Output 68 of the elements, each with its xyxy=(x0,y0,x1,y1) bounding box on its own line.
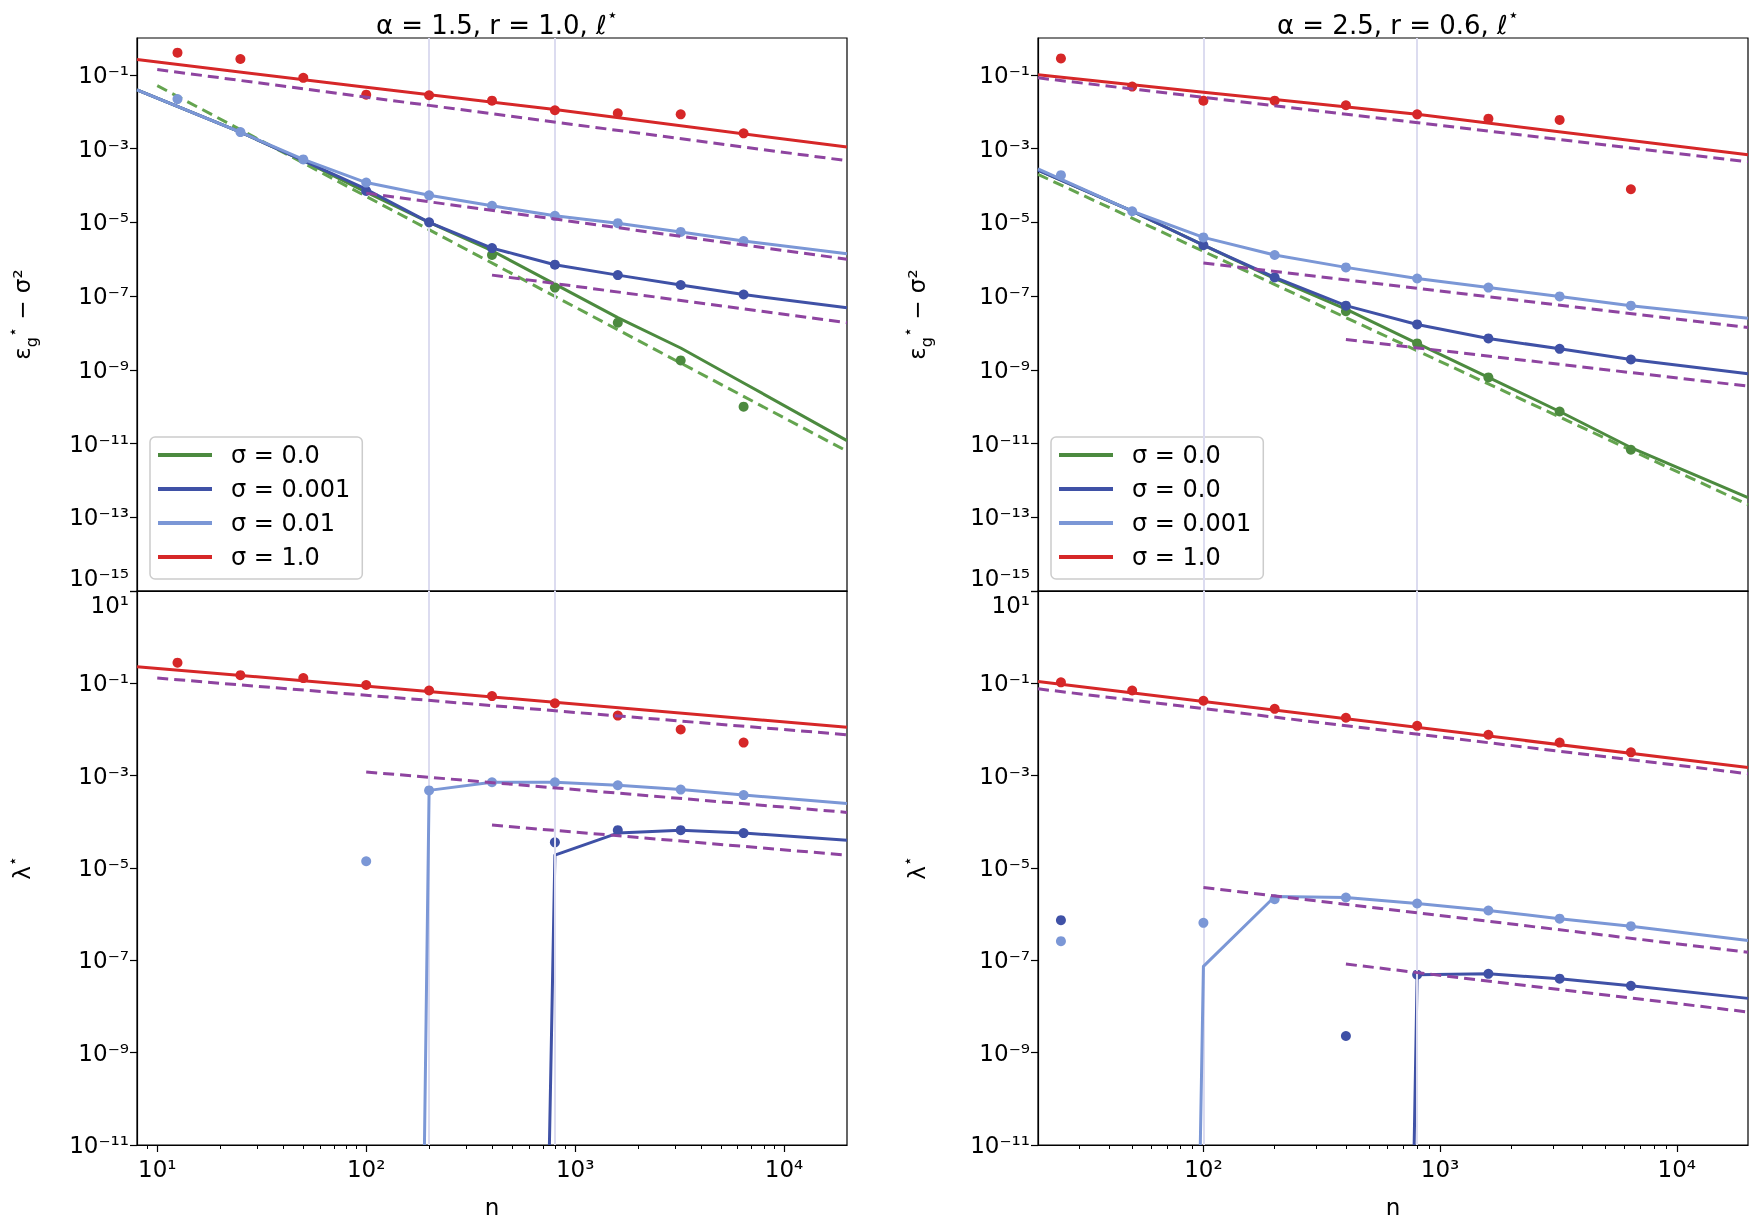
y-tick-label: 10⁻¹ xyxy=(979,61,1030,88)
y-tick-label: 10⁻¹³ xyxy=(970,504,1030,531)
y-tick-label: 10⁻⁷ xyxy=(78,283,129,310)
y-tick-label: 10⁻¹ xyxy=(78,670,129,697)
y-tick-label: 10⁻⁹ xyxy=(979,356,1030,383)
x-tick-label: 10³ xyxy=(555,1155,595,1182)
y-tick-label: 10⁻⁵ xyxy=(979,855,1030,881)
y-tick-label: 10⁻⁵ xyxy=(78,855,129,881)
y-tick-label: 10⁻⁷ xyxy=(979,283,1030,310)
point xyxy=(424,190,435,201)
y-tick-label: 10⁻⁷ xyxy=(979,947,1030,974)
x-tick-label: 10² xyxy=(346,1155,386,1182)
y-tick-label: 10⁻¹¹ xyxy=(69,1132,129,1158)
legend-label: σ = 1.0 xyxy=(231,543,320,571)
point xyxy=(298,72,309,83)
y-tick-label: 10⁻¹³ xyxy=(69,504,129,531)
y-axis-title: λ⋆ xyxy=(897,856,930,880)
y-tick-label: 10⁻¹⁵ xyxy=(69,564,129,591)
point xyxy=(549,105,560,116)
y-axis-title: εg⋆ − σ² xyxy=(897,269,936,360)
y-tick-label: 10⁻⁵ xyxy=(78,209,129,236)
point xyxy=(361,177,372,188)
y-tick-label: 10⁻³ xyxy=(979,135,1030,162)
point xyxy=(235,53,246,64)
legend-label: σ = 0.0 xyxy=(1132,475,1221,503)
y-tick-label: 10⁻¹¹ xyxy=(970,1132,1030,1158)
legend-label: σ = 0.01 xyxy=(231,509,336,537)
y-tick-label: 10¹ xyxy=(991,591,1030,618)
y-tick-label: 10⁻¹ xyxy=(78,61,129,88)
y-tick-label: 10⁻⁵ xyxy=(979,209,1030,236)
y-tick-label: 10⁻¹¹ xyxy=(970,430,1030,457)
point xyxy=(487,95,497,106)
point xyxy=(235,127,246,138)
x-axis-title: n xyxy=(484,1193,500,1220)
legend-label: σ = 0.001 xyxy=(231,475,351,503)
legend-label: σ = 0.0 xyxy=(1132,441,1221,469)
y-tick-label: 10⁻⁹ xyxy=(78,1039,129,1066)
point xyxy=(612,218,623,229)
x-tick-label: 10⁴ xyxy=(764,1155,804,1182)
point xyxy=(172,47,183,58)
legend-label: σ = 1.0 xyxy=(1132,543,1221,571)
y-tick-label: 10⁻⁷ xyxy=(78,947,129,974)
y-tick-label: 10⁻³ xyxy=(78,135,129,162)
x-tick-label: 10¹ xyxy=(138,1155,177,1182)
chart-title: α = 1.5, r = 1.0, ℓ⋆ xyxy=(375,3,619,40)
y-tick-label: 10⁻³ xyxy=(78,762,129,789)
y-tick-label: 10⁻¹ xyxy=(979,670,1030,697)
y-axis-title: εg⋆ − σ² xyxy=(2,269,41,360)
y-tick-label: 10⁻⁹ xyxy=(979,1039,1030,1066)
y-tick-label: 10⁻⁹ xyxy=(78,356,129,383)
point xyxy=(424,90,435,101)
x-tick-label: 10³ xyxy=(1420,1155,1460,1182)
x-tick-label: 10² xyxy=(1184,1155,1223,1182)
point xyxy=(738,128,749,139)
y-tick-label: 10⁻¹⁵ xyxy=(970,564,1030,591)
legend-label: σ = 0.0 xyxy=(231,441,320,469)
legend-label: σ = 0.001 xyxy=(1132,509,1252,537)
point xyxy=(172,94,183,105)
point xyxy=(675,226,686,237)
y-axis-title: λ⋆ xyxy=(2,856,35,880)
y-tick-label: 10¹ xyxy=(90,591,129,618)
chart-title: α = 2.5, r = 0.6, ℓ⋆ xyxy=(1276,3,1520,40)
point xyxy=(298,154,309,165)
x-axis-title: n xyxy=(1385,1193,1401,1220)
x-tick-label: 10⁴ xyxy=(1657,1155,1697,1182)
y-tick-label: 10⁻³ xyxy=(979,762,1030,789)
point xyxy=(675,109,686,120)
y-tick-label: 10⁻¹¹ xyxy=(69,430,129,457)
